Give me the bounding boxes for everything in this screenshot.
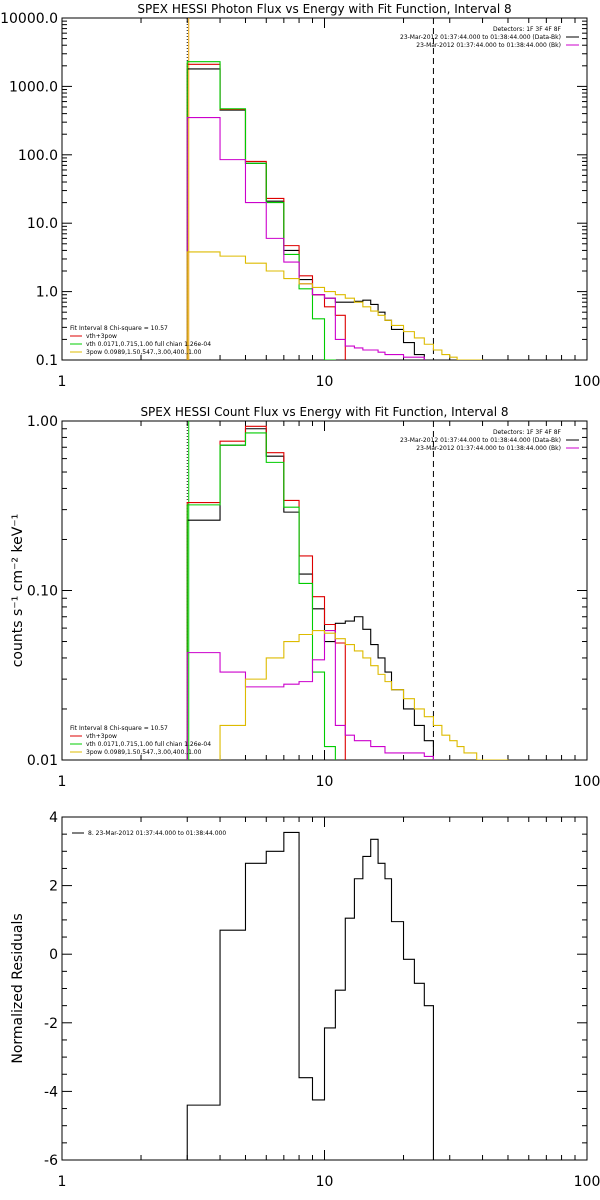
info-line: 23-Mar-2012 01:37:44.000 to 01:38:44.000… bbox=[400, 437, 561, 444]
y-tick-label: -6 bbox=[44, 1153, 58, 1169]
series-step-line bbox=[186, 61, 336, 360]
chart-title: SPEX HESSI Count Flux vs Energy with Fit… bbox=[140, 405, 508, 419]
series-step-line bbox=[186, 831, 434, 1160]
info-line: Detectors: 1F 3F 4F 8F bbox=[493, 429, 562, 436]
series-step-line bbox=[186, 251, 484, 360]
y-tick-label: 0.10 bbox=[27, 584, 58, 600]
x-tick-label: 10 bbox=[316, 774, 334, 790]
x-tick-label: 10 bbox=[316, 374, 334, 390]
y-tick-label: 0 bbox=[49, 947, 58, 963]
x-tick-label: 1 bbox=[58, 374, 67, 390]
info-line: Detectors: 1F 3F 4F 8F bbox=[493, 26, 562, 33]
residuals-panel: 1 10 100 -6 -4 -2 0 2 4 Normalized Residuals 8. 23… bbox=[10, 810, 600, 1190]
series-step-line bbox=[186, 63, 346, 360]
y-tick-label: 1.00 bbox=[27, 414, 58, 430]
fit-info-line: vth 0.0171,0.715,1.00 full chian 1.26e-0… bbox=[86, 741, 211, 748]
x-tick-label: 100 bbox=[574, 774, 600, 790]
y-tick-label: 10000.0 bbox=[0, 11, 58, 27]
y-tick-label: 10.0 bbox=[27, 216, 58, 232]
y-tick-label: 0.1 bbox=[36, 353, 58, 369]
x-tick-label: 1 bbox=[58, 774, 67, 790]
fit-info-line: 3pow 0.0989,1.50,547.,3.00,400.,1.00 bbox=[86, 749, 202, 756]
series-step-line bbox=[186, 425, 346, 760]
x-tick-label: 1 bbox=[58, 1174, 67, 1190]
info-line: 23-Mar-2012 01:37:44.000 to 01:38:44.000… bbox=[400, 34, 561, 41]
fit-info-line: vth+3pow bbox=[86, 733, 117, 740]
y-tick-label: 100.0 bbox=[18, 148, 58, 164]
y-tick-label: 4 bbox=[49, 810, 58, 826]
plot-frame bbox=[61, 17, 588, 361]
fit-info-header: Fit Interval 8 Chi-square = 10.57 bbox=[70, 325, 168, 332]
x-tick-label: 10 bbox=[316, 1174, 334, 1190]
series-step-line bbox=[186, 630, 509, 760]
x-tick-label: 100 bbox=[574, 1174, 600, 1190]
info-line: 23-Mar-2012 01:37:44.000 to 01:38:44.000… bbox=[416, 42, 561, 49]
series-step-line bbox=[186, 630, 434, 760]
series-step-line bbox=[186, 428, 434, 760]
y-tick-label: -4 bbox=[44, 1084, 58, 1100]
series-step-line bbox=[186, 68, 425, 360]
y-tick-label: -2 bbox=[44, 1016, 58, 1032]
y-tick-label: 2 bbox=[49, 879, 58, 895]
chart-title: SPEX HESSI Photon Flux vs Energy with Fi… bbox=[137, 2, 511, 16]
y-axis-label: counts s⁻¹ cm⁻² keV⁻¹ bbox=[10, 514, 26, 668]
y-tick-label: 1.0 bbox=[36, 285, 58, 301]
fit-info-line: vth+3pow bbox=[86, 333, 117, 340]
series-step-line bbox=[186, 117, 425, 360]
info-line: 23-Mar-2012 01:37:44.000 to 01:38:44.000… bbox=[416, 445, 561, 452]
fit-info-line: vth 0.0171,0.715,1.00 full chian 1.26e-0… bbox=[86, 341, 211, 348]
count-flux-panel: SPEX HESSI Count Flux vs Energy with Fit… bbox=[10, 405, 600, 790]
fit-info-line: 3pow 0.0989,1.50,547.,3.00,400.,1.00 bbox=[86, 349, 202, 356]
series-step-line bbox=[186, 432, 336, 760]
y-tick-label: 1000.0 bbox=[9, 79, 58, 95]
y-tick-label: 0.01 bbox=[27, 753, 58, 769]
y-axis-label: Normalized Residuals bbox=[10, 913, 26, 1063]
fit-info-header: Fit Interval 8 Chi-square = 10.57 bbox=[70, 725, 168, 732]
photon-flux-panel: SPEX HESSI Photon Flux vs Energy with Fi… bbox=[0, 2, 600, 390]
x-tick-label: 100 bbox=[574, 374, 600, 390]
legend-label: 8. 23-Mar-2012 01:37:44.000 to 01:38:44.… bbox=[88, 830, 226, 837]
plot-frame bbox=[61, 816, 588, 1161]
